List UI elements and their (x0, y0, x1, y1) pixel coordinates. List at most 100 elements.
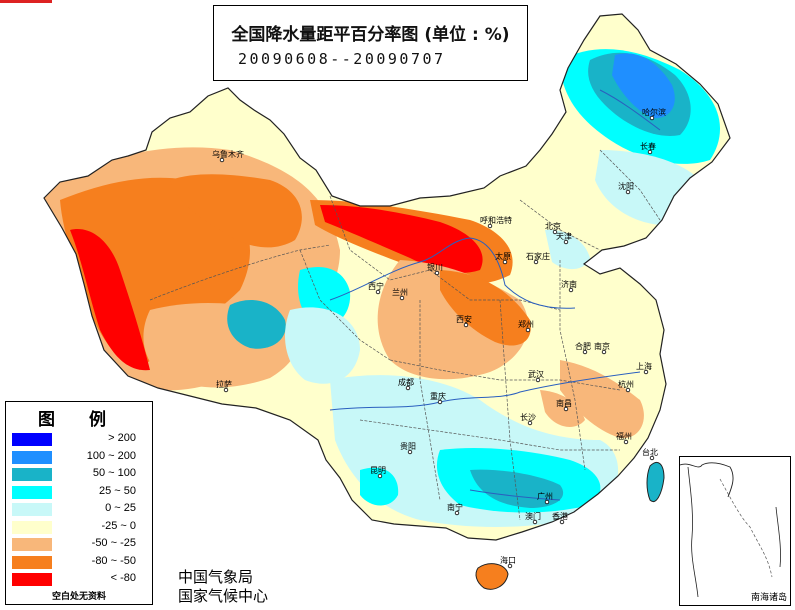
city-marker: 重庆 (430, 391, 446, 405)
city-marker: 南宁 (447, 502, 463, 516)
city-dot (525, 327, 531, 333)
legend-swatch (12, 555, 52, 569)
city-marker: 兰州 (392, 287, 408, 301)
city-label: 哈尔滨 (642, 107, 666, 117)
legend-item: -25 ~ 0 (12, 519, 150, 536)
legend-label: < -80 (110, 572, 136, 584)
city-marker: 香港 (552, 511, 568, 525)
city-marker: 长春 (640, 141, 656, 155)
city-label: 南宁 (447, 502, 463, 512)
city-label: 呼和浩特 (480, 215, 512, 225)
city-label: 济南 (561, 279, 577, 289)
city-dot (434, 270, 440, 276)
agency-line2: 国家气候中心 (178, 587, 269, 605)
city-dot (463, 322, 469, 328)
city-label: 长春 (640, 141, 656, 151)
city-dot (527, 420, 533, 426)
city-marker: 广州 (537, 491, 553, 505)
city-label: 太原 (495, 251, 511, 261)
legend-label: 50 ~ 100 (92, 467, 136, 479)
legend-item: 25 ~ 50 (12, 484, 150, 501)
city-marker: 沈阳 (618, 181, 634, 195)
city-marker: 成都 (398, 377, 414, 391)
city-marker: 杭州 (618, 379, 634, 393)
city-marker: 南昌 (556, 398, 572, 412)
south-china-sea-inset: 南海诸岛 (679, 456, 791, 606)
city-marker: 澳门 (525, 511, 541, 525)
legend-item: 0 ~ 25 (12, 501, 150, 518)
city-marker: 贵阳 (400, 441, 416, 455)
city-marker: 天津 (556, 231, 572, 245)
city-marker: 昆明 (370, 466, 386, 479)
inset-map (680, 462, 781, 598)
city-dot (552, 229, 558, 235)
city-label: 南昌 (556, 398, 572, 408)
legend-swatch (12, 503, 52, 516)
city-label: 长沙 (520, 412, 536, 422)
city-marker: 福州 (616, 432, 632, 445)
city-label: 上海 (636, 361, 652, 371)
city-label: 澳门 (525, 511, 541, 521)
city-label: 天津 (556, 231, 572, 241)
city-marker: 西宁 (368, 281, 384, 295)
city-label: 南京 (594, 341, 610, 351)
city-marker: 济南 (561, 279, 577, 293)
legend-item: -50 ~ -25 (12, 536, 150, 553)
city-marker: 呼和浩特 (480, 215, 512, 229)
city-dot (502, 259, 508, 265)
legend-item: 100 ~ 200 (12, 449, 150, 466)
city-label: 兰州 (392, 287, 408, 297)
agency-line1: 中国气象局 (178, 568, 254, 586)
city-dot (544, 499, 550, 505)
city-dot (487, 223, 493, 229)
taiwan-island (646, 462, 665, 502)
city-dot (649, 115, 655, 121)
city-dot (532, 519, 538, 525)
city-label: 银川 (427, 262, 443, 272)
city-marker: 西安 (456, 314, 472, 328)
city-dot (405, 385, 411, 391)
city-dot (625, 189, 631, 195)
city-dot (643, 369, 649, 375)
legend-item: < -80 (12, 571, 150, 588)
city-label: 成都 (398, 377, 414, 387)
legend-item: -80 ~ -50 (12, 554, 150, 571)
city-dot (559, 519, 565, 525)
city-marker: 哈尔滨 (642, 107, 666, 121)
city-dot (219, 157, 225, 163)
city-label: 香港 (552, 511, 568, 521)
city-label: 海口 (500, 555, 516, 565)
city-label: 广州 (537, 491, 553, 501)
city-dot (568, 287, 574, 293)
city-label: 拉萨 (216, 379, 232, 389)
city-marker: 北京 (545, 221, 561, 235)
city-dot (399, 295, 405, 301)
legend-note: 空白处无资料 (51, 592, 106, 602)
city-dot (563, 239, 569, 245)
legend-heading: 图 例 (38, 410, 120, 430)
city-marker: 合肥 (575, 341, 591, 355)
legend-label: 0 ~ 25 (105, 502, 136, 514)
rivers (329, 89, 661, 501)
city-dot (533, 259, 539, 265)
city-marker: 台北 (642, 447, 658, 461)
legend: 图 例 > 200 100 ~ 200 50 ~ 100 25 ~ 50 0 ~ 25 -… (5, 401, 153, 605)
city-dot (623, 439, 629, 445)
corner-mark (0, 0, 52, 3)
legend-swatch (12, 573, 52, 586)
city-dot (563, 406, 569, 412)
city-label: 福州 (616, 432, 632, 441)
legend-label: 25 ~ 50 (98, 484, 136, 497)
legend-item: > 200 (12, 431, 150, 448)
city-label: 武汉 (528, 369, 544, 379)
city-dot (407, 449, 413, 455)
city-marker: 太原 (495, 251, 511, 265)
legend-label: -25 ~ 0 (101, 519, 136, 532)
legend-swatch (12, 520, 52, 534)
city-label: 重庆 (430, 391, 446, 401)
legend-label: -50 ~ -25 (91, 537, 136, 549)
legend-swatch (12, 450, 52, 464)
city-dot (649, 455, 655, 461)
